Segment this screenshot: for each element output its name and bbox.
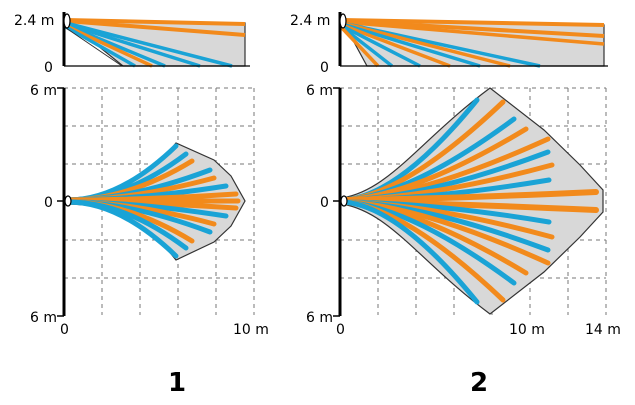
beam	[65, 199, 179, 259]
detector-icon	[339, 13, 347, 29]
side-beam	[341, 20, 605, 46]
side-beam	[65, 25, 136, 68]
detector-icon	[63, 13, 71, 29]
beam	[341, 199, 480, 305]
range-label-bottom: 6 m	[30, 310, 57, 326]
side-beam	[341, 18, 605, 27]
range-label-top: 6 m	[306, 83, 333, 99]
x-max-label: 10 m	[233, 322, 269, 338]
top-view-1: 6 m 0 6 m 0 10 m	[30, 83, 269, 338]
center-label: 0	[320, 195, 329, 211]
side-beam	[65, 24, 153, 68]
caption-2: 2	[470, 368, 488, 398]
side-beam	[65, 21, 233, 68]
beams-1	[65, 143, 241, 259]
side-view-1: 2.4 m 0	[14, 12, 250, 76]
side-beam	[341, 19, 605, 38]
side-beam	[341, 21, 511, 68]
side-beam	[341, 23, 451, 68]
x-mid-label: 10 m	[509, 322, 545, 338]
side-beam	[65, 18, 246, 26]
range-label-top: 6 m	[30, 83, 57, 99]
side-zone-edge	[65, 27, 123, 67]
side-beam	[341, 22, 481, 68]
side-beam	[341, 24, 421, 68]
top-view-2: 6 m 0 6 m 0 10 m 14 m	[306, 83, 621, 338]
detector-icon	[64, 195, 72, 207]
caption-1: 1	[168, 368, 186, 398]
x-zero-label: 0	[60, 322, 69, 338]
side-beam	[340, 25, 394, 68]
x-zero-label: 0	[336, 322, 345, 338]
center-label: 0	[44, 195, 53, 211]
side-beam	[65, 22, 201, 68]
detector-icon	[340, 195, 348, 207]
side-zero-label: 0	[320, 60, 329, 76]
side-beam	[65, 19, 246, 37]
side-zero-label: 0	[44, 60, 53, 76]
x-max-label: 14 m	[585, 322, 621, 338]
beams-2	[341, 97, 599, 305]
height-label: 2.4 m	[290, 13, 330, 29]
side-beam	[340, 26, 380, 68]
height-label: 2.4 m	[14, 13, 54, 29]
side-view-2: 2.4 m 0	[290, 12, 608, 76]
range-label-bottom: 6 m	[306, 310, 333, 326]
